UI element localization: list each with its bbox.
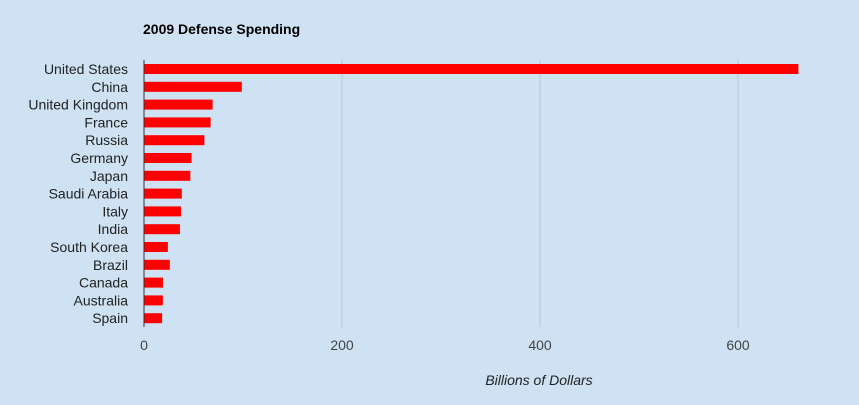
bar[interactable] bbox=[144, 206, 182, 217]
category-label: Russia bbox=[85, 132, 128, 148]
bar[interactable] bbox=[144, 295, 163, 306]
category-label: India bbox=[98, 221, 129, 237]
x-tick-label: 400 bbox=[528, 337, 552, 353]
category-label: Spain bbox=[92, 310, 128, 326]
category-label: Australia bbox=[74, 292, 129, 308]
category-label: Germany bbox=[70, 150, 128, 166]
gridlines bbox=[341, 60, 739, 327]
bars bbox=[144, 64, 799, 324]
bar[interactable] bbox=[144, 242, 168, 252]
bar[interactable] bbox=[144, 153, 192, 163]
x-tick-label: 0 bbox=[140, 337, 148, 353]
category-label: Saudi Arabia bbox=[49, 186, 129, 202]
x-axis-title: Billions of Dollars bbox=[485, 372, 592, 388]
x-tick-labels: 0 200 400 600 bbox=[140, 337, 750, 353]
category-label: United States bbox=[44, 61, 128, 77]
bar[interactable] bbox=[144, 117, 211, 128]
category-label: China bbox=[91, 79, 128, 95]
bar[interactable] bbox=[144, 81, 242, 92]
category-label: Italy bbox=[102, 203, 128, 219]
bar[interactable] bbox=[144, 64, 799, 74]
category-label: Brazil bbox=[93, 257, 128, 273]
bar[interactable] bbox=[144, 259, 170, 270]
bar[interactable] bbox=[144, 277, 164, 288]
bar[interactable] bbox=[144, 99, 213, 110]
category-label: Canada bbox=[79, 275, 128, 291]
bar[interactable] bbox=[144, 313, 163, 324]
category-label: Japan bbox=[90, 168, 128, 184]
x-tick-label: 200 bbox=[330, 337, 354, 353]
x-tick-label: 600 bbox=[726, 337, 750, 353]
category-label: United Kingdom bbox=[28, 97, 128, 113]
bar[interactable] bbox=[144, 188, 182, 199]
bar[interactable] bbox=[144, 170, 191, 181]
bar[interactable] bbox=[144, 135, 205, 146]
category-label: France bbox=[84, 114, 128, 130]
chart-title: 2009 Defense Spending bbox=[143, 21, 300, 37]
category-label: South Korea bbox=[50, 239, 128, 255]
bar[interactable] bbox=[144, 224, 180, 235]
